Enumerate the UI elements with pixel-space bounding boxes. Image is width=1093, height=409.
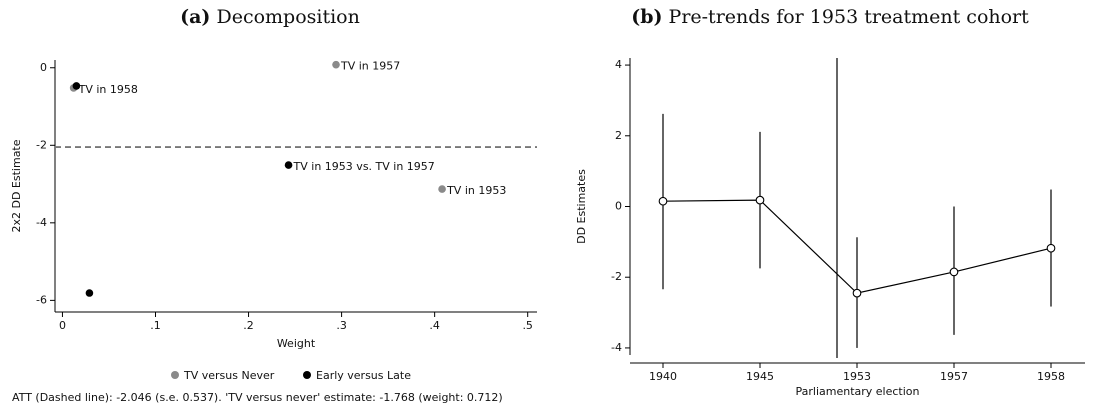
point (658, 196, 668, 206)
x-tick-label: .5 (522, 319, 533, 332)
point-label: TV in 1953 (446, 184, 506, 197)
y-tick-label: 2 (615, 129, 622, 142)
x-axis-title: Weight (277, 337, 316, 350)
x-tick-label: 1957 (940, 370, 968, 383)
point (72, 82, 81, 90)
title-b: (b) Pre-trends for 1953 treatment cohort (631, 6, 1029, 28)
legend-label: Early versus Late (316, 369, 411, 382)
point (949, 267, 959, 277)
title-text: Pre-trends for 1953 treatment cohort (669, 6, 1030, 28)
x-axis-title: Parliamentary election (795, 385, 919, 398)
y-tick-label: -2 (611, 270, 622, 283)
y-tick-label: 0 (40, 61, 47, 74)
legend-label: TV versus Never (183, 369, 275, 382)
panel-label: (a) (180, 6, 210, 28)
point-label: TV in 1958 (78, 83, 138, 96)
x-tick-label: .1 (150, 319, 161, 332)
panel-label: (b) (631, 6, 662, 28)
x-tick-label: .3 (336, 319, 347, 332)
point (852, 288, 862, 298)
x-tick-label: .2 (243, 319, 254, 332)
title-a: (a) Decomposition (180, 6, 360, 28)
y-tick-label: -2 (36, 138, 47, 151)
legend-marker (171, 371, 179, 379)
x-tick-label: .4 (429, 319, 440, 332)
point (85, 289, 94, 297)
title-text: Decomposition (216, 6, 359, 28)
x-tick-label: 0 (59, 319, 66, 332)
y-tick-label: 0 (615, 200, 622, 213)
point (1046, 243, 1056, 253)
y-tick-label: -6 (36, 293, 47, 306)
y-axis-title: DD Estimates (575, 169, 588, 244)
y-tick-label: -4 (36, 216, 47, 229)
point-label: TV in 1953 vs. TV in 1957 (293, 160, 435, 173)
x-tick-label: 1958 (1037, 370, 1065, 383)
point (332, 60, 340, 69)
legend-marker (303, 371, 311, 379)
point-label: TV in 1957 (340, 60, 400, 73)
x-tick-label: 1940 (649, 370, 677, 383)
point (755, 195, 765, 205)
x-tick-label: 1945 (746, 370, 774, 383)
y-tick-label: -4 (611, 341, 622, 354)
point (438, 185, 446, 193)
x-tick-label: 1953 (843, 370, 871, 383)
point (284, 161, 293, 169)
y-tick-label: 4 (615, 58, 622, 71)
note: ATT (Dashed line): -2.046 (s.e. 0.537). … (12, 391, 503, 404)
y-axis-title: 2x2 DD Estimate (10, 139, 23, 232)
